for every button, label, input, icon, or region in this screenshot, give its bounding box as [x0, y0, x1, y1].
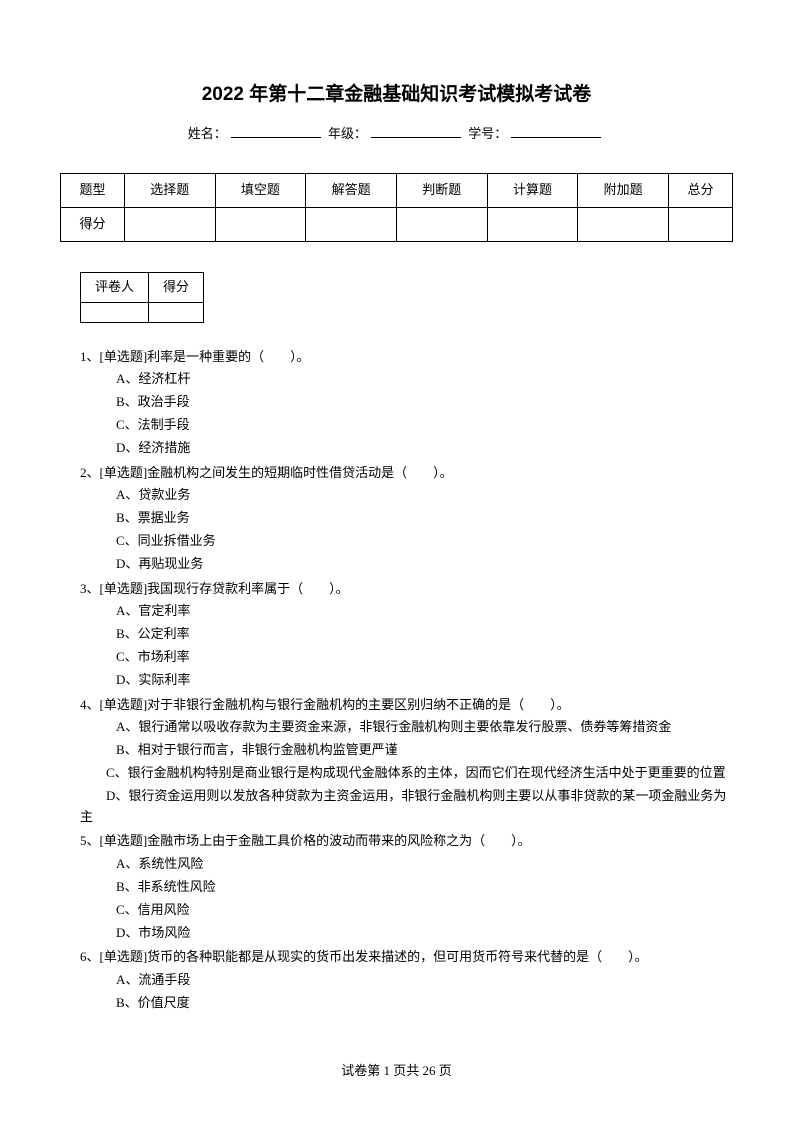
score-cell [487, 207, 578, 241]
question-option: D、经济措施 [116, 438, 733, 459]
exam-title: 2022 年第十二章金融基础知识考试模拟考试卷 [60, 80, 733, 110]
student-info-line: 姓名： 年级： 学号： [60, 124, 733, 145]
question-stem: 2、[单选题]金融机构之间发生的短期临时性借贷活动是（ ）。 [80, 463, 733, 484]
score-header: 总分 [669, 174, 733, 208]
score-header: 附加题 [578, 174, 669, 208]
table-row: 题型 选择题 填空题 解答题 判断题 计算题 附加题 总分 [61, 174, 733, 208]
grader-header: 评卷人 [81, 272, 149, 302]
question-option: B、非系统性风险 [116, 877, 733, 898]
score-header: 题型 [61, 174, 125, 208]
question-option: D、再贴现业务 [116, 554, 733, 575]
question-option: A、系统性风险 [116, 854, 733, 875]
grader-cell [81, 302, 149, 322]
question: 5、[单选题]金融市场上由于金融工具价格的波动而带来的风险称之为（ ）。A、系统… [60, 831, 733, 943]
question: 2、[单选题]金融机构之间发生的短期临时性借贷活动是（ ）。A、贷款业务B、票据… [60, 463, 733, 575]
question-option: C、同业拆借业务 [116, 531, 733, 552]
score-header: 判断题 [396, 174, 487, 208]
question-option: D、银行资金运用则以发放各种贷款为主资金运用，非银行金融机构则主要以从事非贷款的… [80, 786, 733, 828]
name-label: 姓名： [188, 126, 227, 141]
question-option: B、价值尺度 [116, 993, 733, 1014]
question-option: B、公定利率 [116, 624, 733, 645]
question-option: D、市场风险 [116, 923, 733, 944]
question-option: C、法制手段 [116, 415, 733, 436]
score-cell [215, 207, 306, 241]
score-header: 解答题 [306, 174, 397, 208]
score-cell [396, 207, 487, 241]
question-stem: 4、[单选题]对于非银行金融机构与银行金融机构的主要区别归纳不正确的是（ ）。 [80, 695, 733, 716]
score-row-label: 得分 [61, 207, 125, 241]
table-row: 得分 [61, 207, 733, 241]
score-header: 填空题 [215, 174, 306, 208]
grader-cell [149, 302, 204, 322]
question-stem: 6、[单选题]货币的各种职能都是从现实的货币出发来描述的，但可用货币符号来代替的… [80, 947, 733, 968]
footer-suffix: 页 [436, 1063, 452, 1078]
question-option: C、信用风险 [116, 900, 733, 921]
footer-middle: 页共 [390, 1063, 423, 1078]
id-blank [511, 137, 601, 138]
footer-prefix: 试卷第 [341, 1063, 383, 1078]
name-blank [231, 137, 321, 138]
score-cell [578, 207, 669, 241]
question: 6、[单选题]货币的各种职能都是从现实的货币出发来描述的，但可用货币符号来代替的… [60, 947, 733, 1013]
question-option: A、流通手段 [116, 970, 733, 991]
score-cell [669, 207, 733, 241]
question-stem: 1、[单选题]利率是一种重要的（ ）。 [80, 347, 733, 368]
question-option: C、市场利率 [116, 647, 733, 668]
page-footer: 试卷第 1 页共 26 页 [0, 1061, 793, 1082]
question-stem: 5、[单选题]金融市场上由于金融工具价格的波动而带来的风险称之为（ ）。 [80, 831, 733, 852]
question-option: A、经济杠杆 [116, 369, 733, 390]
question-stem: 3、[单选题]我国现行存贷款利率属于（ ）。 [80, 579, 733, 600]
table-row: 评卷人 得分 [81, 272, 204, 302]
question: 1、[单选题]利率是一种重要的（ ）。A、经济杠杆B、政治手段C、法制手段D、经… [60, 347, 733, 459]
grader-header: 得分 [149, 272, 204, 302]
grade-blank [371, 137, 461, 138]
score-cell [124, 207, 215, 241]
question-option: B、相对于银行而言，非银行金融机构监管更严谨 [116, 740, 733, 761]
question-option: A、贷款业务 [116, 485, 733, 506]
question-option: A、官定利率 [116, 601, 733, 622]
question-option: D、实际利率 [116, 670, 733, 691]
question-option: B、票据业务 [116, 508, 733, 529]
table-row [81, 302, 204, 322]
id-label: 学号： [468, 126, 507, 141]
grade-label: 年级： [328, 126, 367, 141]
question-option: B、政治手段 [116, 392, 733, 413]
score-table: 题型 选择题 填空题 解答题 判断题 计算题 附加题 总分 得分 [60, 173, 733, 242]
score-header: 选择题 [124, 174, 215, 208]
score-cell [306, 207, 397, 241]
question-option: C、银行金融机构特别是商业银行是构成现代金融体系的主体，因而它们在现代经济生活中… [80, 763, 733, 784]
grader-table: 评卷人 得分 [80, 272, 204, 323]
question: 3、[单选题]我国现行存贷款利率属于（ ）。A、官定利率B、公定利率C、市场利率… [60, 579, 733, 691]
questions-container: 1、[单选题]利率是一种重要的（ ）。A、经济杠杆B、政治手段C、法制手段D、经… [60, 347, 733, 1014]
footer-total-pages: 26 [423, 1063, 436, 1078]
question-option: A、银行通常以吸收存款为主要资金来源，非银行金融机构则主要依靠发行股票、债券等筹… [116, 717, 733, 738]
score-header: 计算题 [487, 174, 578, 208]
question: 4、[单选题]对于非银行金融机构与银行金融机构的主要区别归纳不正确的是（ ）。A… [60, 695, 733, 828]
